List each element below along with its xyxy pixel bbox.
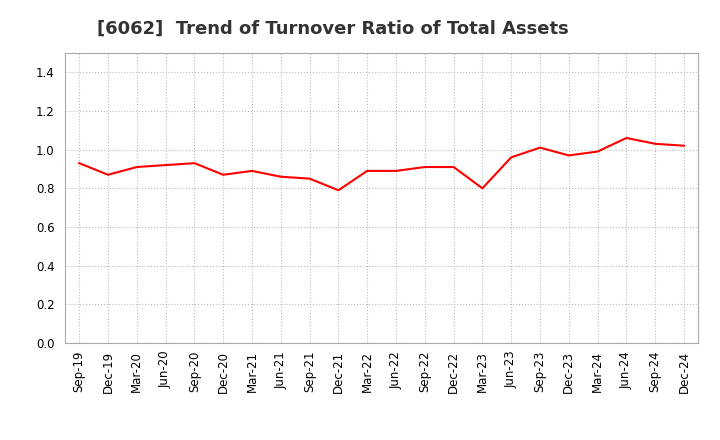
Text: [6062]  Trend of Turnover Ratio of Total Assets: [6062] Trend of Turnover Ratio of Total …: [97, 20, 569, 38]
